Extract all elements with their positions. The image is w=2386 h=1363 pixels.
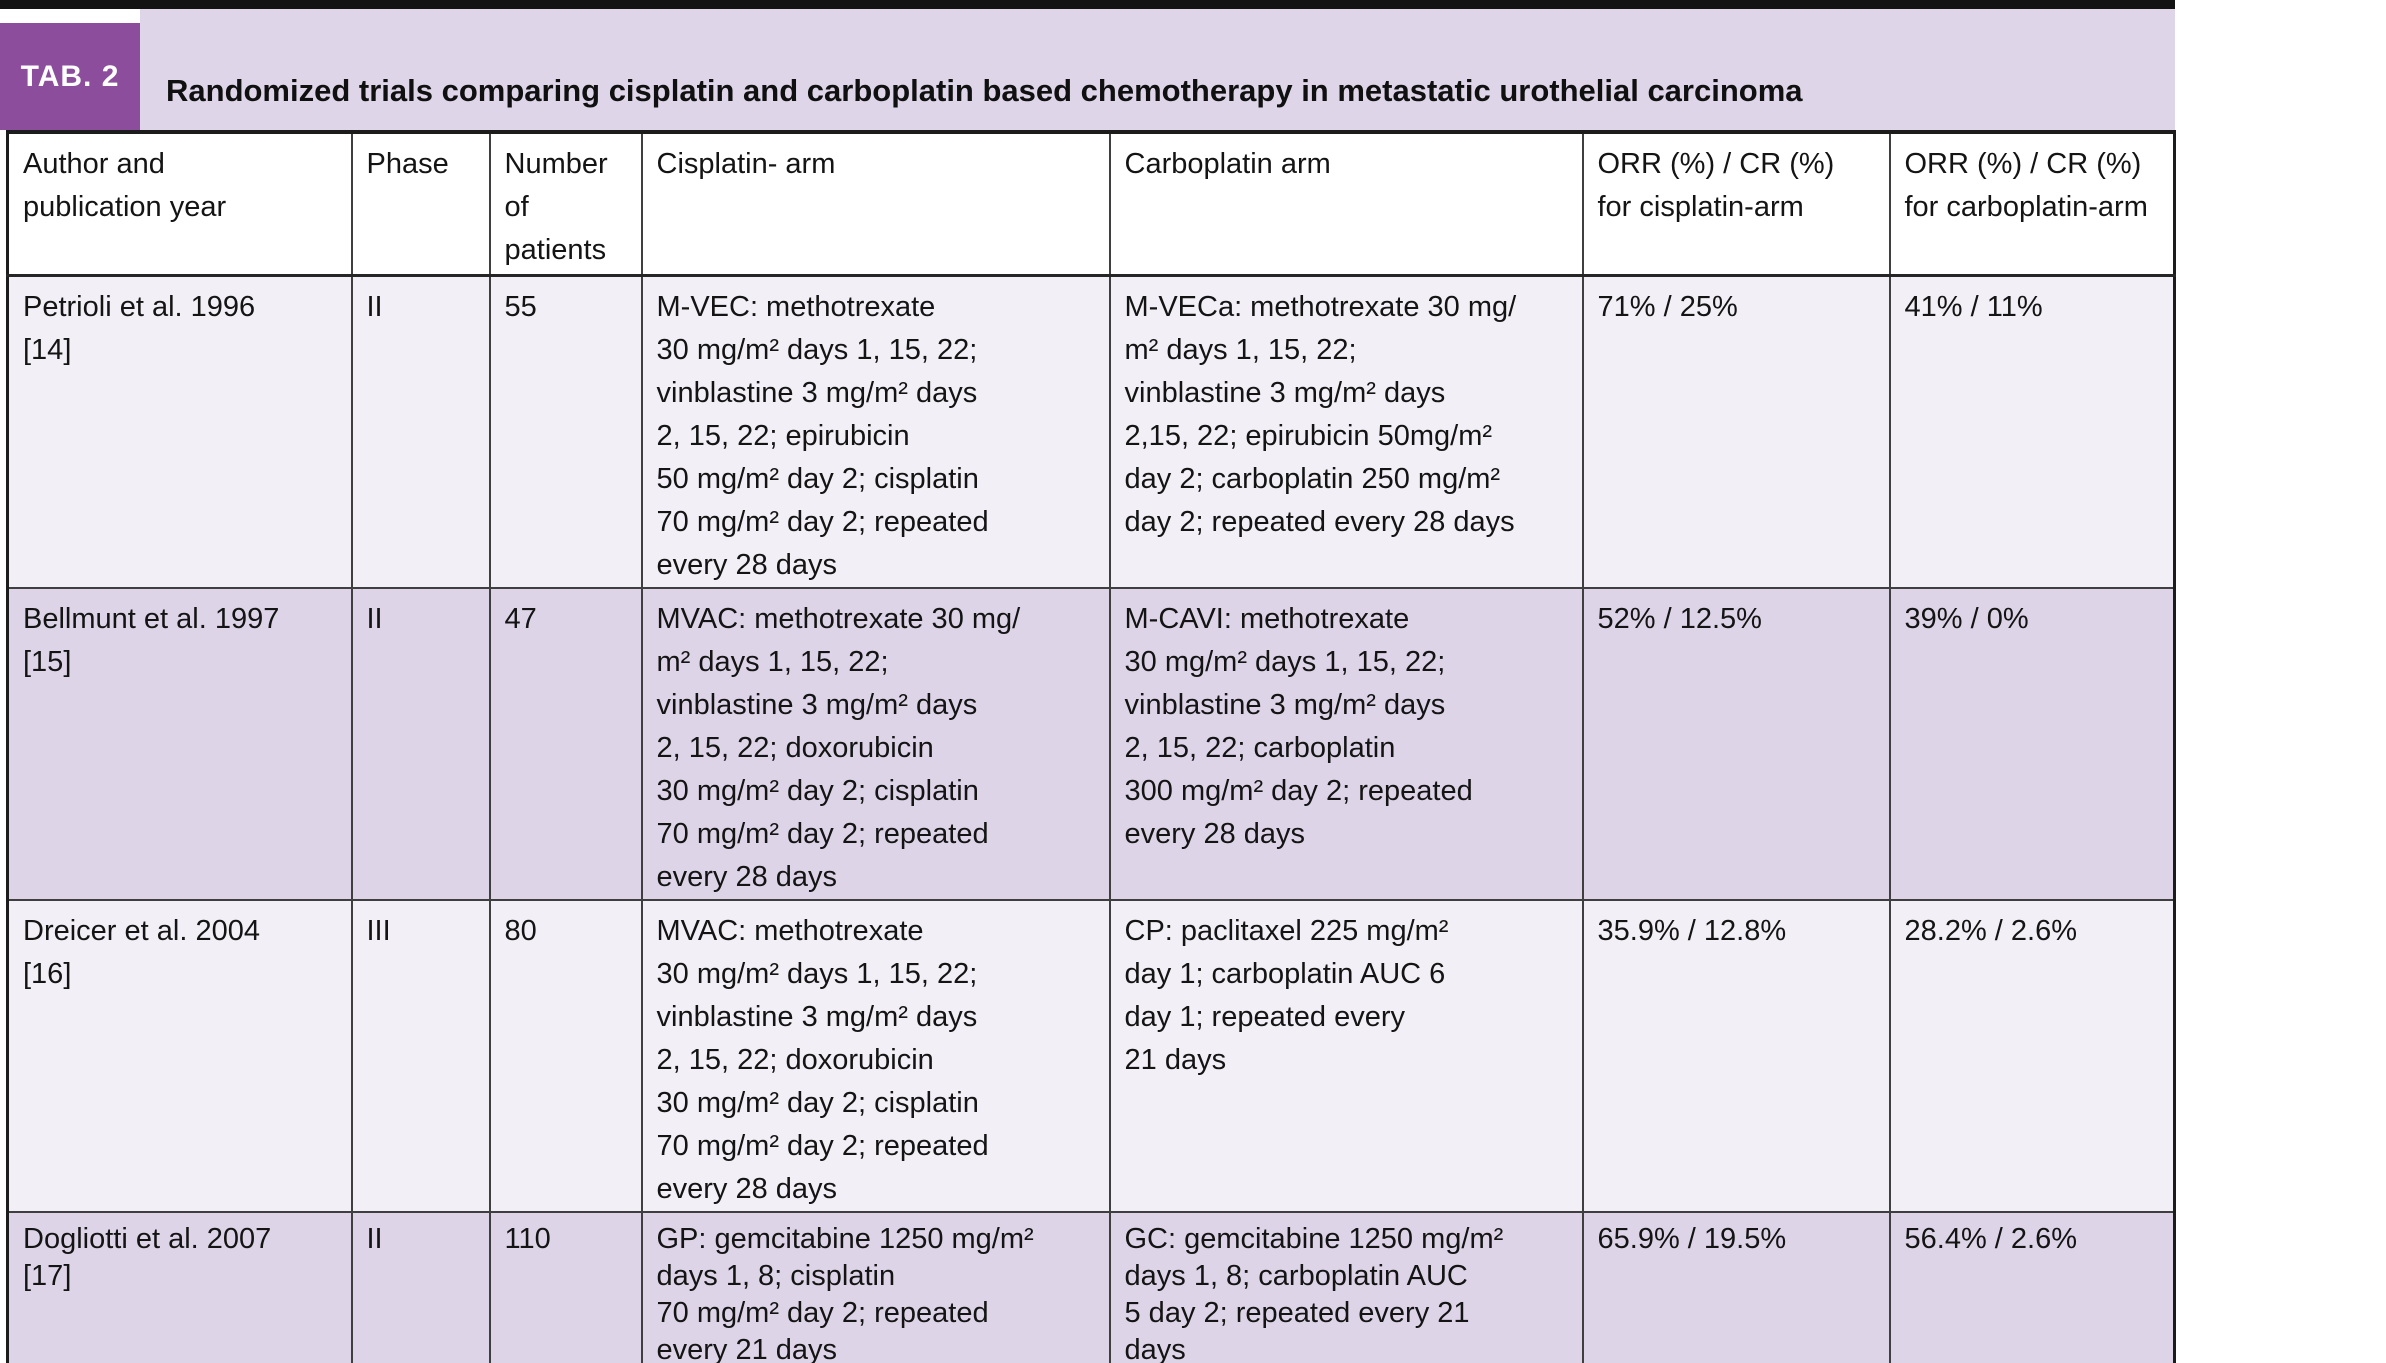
table-row: Petrioli et al. 1996 [14] II 55 M-VEC: m… — [6, 274, 2176, 589]
cell-cisplatin-arm: GP: gemcitabine 1250 mg/m² days 1, 8; ci… — [640, 1210, 1111, 1363]
table-row: Dreicer et al. 2004 [16] III 80 MVAC: me… — [6, 898, 2176, 1213]
cell-orr-carboplatin: 39% / 0% — [1888, 586, 2176, 901]
col-header-cisplatin-arm: Cisplatin- arm — [640, 131, 1111, 277]
cell-cisplatin-arm: MVAC: methotrexate 30 mg/m² days 1, 15, … — [640, 898, 1111, 1213]
cell-orr-cisplatin: 52% / 12.5% — [1581, 586, 1891, 901]
table-row: Dogliotti et al. 2007 [17] II 110 GP: ge… — [6, 1210, 2176, 1363]
cell-patients: 80 — [488, 898, 643, 1213]
cell-phase: II — [350, 274, 491, 589]
cell-author: Bellmunt et al. 1997 [15] — [6, 586, 353, 901]
cell-carboplatin-arm: M-CAVI: methotrexate 30 mg/m² days 1, 15… — [1108, 586, 1584, 901]
cell-cisplatin-arm: M-VEC: methotrexate 30 mg/m² days 1, 15,… — [640, 274, 1111, 589]
cell-phase: II — [350, 586, 491, 901]
col-header-author: Author and publication year — [6, 131, 353, 277]
header-row: Author and publication year Phase Number… — [6, 131, 2176, 277]
cell-author: Petrioli et al. 1996 [14] — [6, 274, 353, 589]
col-header-orr-carboplatin: ORR (%) / CR (%) for carboplatin-arm — [1888, 131, 2176, 277]
cell-orr-cisplatin: 65.9% / 19.5% — [1581, 1210, 1891, 1363]
trials-table: Author and publication year Phase Number… — [6, 130, 2176, 1363]
col-header-carboplatin-arm: Carboplatin arm — [1108, 131, 1584, 277]
top-rule — [0, 0, 2175, 9]
cell-author: Dreicer et al. 2004 [16] — [6, 898, 353, 1213]
table-number-chip: TAB. 2 — [0, 23, 140, 130]
table-number-label: TAB. 2 — [20, 59, 120, 93]
cell-orr-carboplatin: 28.2% / 2.6% — [1888, 898, 2176, 1213]
cell-author: Dogliotti et al. 2007 [17] — [6, 1210, 353, 1363]
table-caption: Randomized trials comparing cisplatin an… — [166, 73, 1803, 108]
cell-carboplatin-arm: CP: paclitaxel 225 mg/m² day 1; carbopla… — [1108, 898, 1584, 1213]
caption-band-background — [140, 9, 2175, 130]
cell-patients: 55 — [488, 274, 643, 589]
cell-orr-carboplatin: 56.4% / 2.6% — [1888, 1210, 2176, 1363]
table-caption-band: TAB. 2 Randomized trials comparing cispl… — [0, 9, 2175, 130]
col-header-patients: Number of patients — [488, 131, 643, 277]
cell-patients: 47 — [488, 586, 643, 901]
cell-patients: 110 — [488, 1210, 643, 1363]
cell-orr-carboplatin: 41% / 11% — [1888, 274, 2176, 589]
cell-cisplatin-arm: MVAC: methotrexate 30 mg/ m² days 1, 15,… — [640, 586, 1111, 901]
cell-carboplatin-arm: M-VECa: methotrexate 30 mg/ m² days 1, 1… — [1108, 274, 1584, 589]
cell-phase: II — [350, 1210, 491, 1363]
col-header-orr-cisplatin: ORR (%) / CR (%) for cisplatin-arm — [1581, 131, 1891, 277]
cell-phase: III — [350, 898, 491, 1213]
cell-orr-cisplatin: 71% / 25% — [1581, 274, 1891, 589]
cell-orr-cisplatin: 35.9% / 12.8% — [1581, 898, 1891, 1213]
table-row: Bellmunt et al. 1997 [15] II 47 MVAC: me… — [6, 586, 2176, 901]
cell-carboplatin-arm: GC: gemcitabine 1250 mg/m² days 1, 8; ca… — [1108, 1210, 1584, 1363]
col-header-phase: Phase — [350, 131, 491, 277]
